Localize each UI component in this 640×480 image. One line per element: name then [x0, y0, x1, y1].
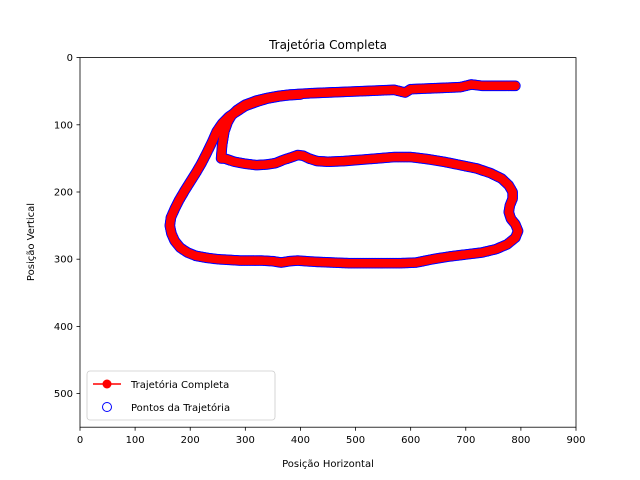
x-axis-ticks: 0 100 200 300 400 500 600 700 800 900 — [77, 427, 586, 446]
x-tick-label: 500 — [346, 435, 365, 446]
y-tick-label: 200 — [54, 188, 73, 199]
plot-frame — [79, 57, 577, 428]
chart-title: Trajetória Completa — [268, 38, 387, 52]
y-tick-label: 300 — [54, 255, 73, 266]
trajectory-marker — [296, 90, 305, 99]
x-tick-label: 900 — [566, 435, 585, 446]
legend-line-marker — [102, 379, 112, 389]
y-tick-label: 500 — [54, 389, 73, 400]
x-tick-label: 0 — [77, 435, 83, 446]
x-tick-label: 800 — [511, 435, 530, 446]
legend-box — [86, 370, 276, 421]
y-axis-label: Posição Vertical — [26, 203, 37, 281]
plot-area — [80, 57, 576, 428]
x-tick-label: 200 — [181, 435, 200, 446]
legend-label-trajectory: Trajetória Completa — [130, 379, 229, 391]
y-tick-label: 100 — [54, 120, 73, 131]
x-tick-label: 300 — [236, 435, 255, 446]
legend: Trajetória Completa Pontos da Trajetória — [86, 370, 276, 421]
x-tick-label: 700 — [456, 435, 475, 446]
y-tick-label: 0 — [67, 53, 73, 64]
legend-label-points: Pontos da Trajetória — [131, 402, 230, 414]
legend-scatter-marker — [102, 402, 112, 412]
y-axis-ticks: 0 100 200 300 400 500 — [54, 53, 80, 400]
x-tick-label: 600 — [401, 435, 420, 446]
y-tick-label: 400 — [54, 322, 73, 333]
x-tick-label: 100 — [126, 435, 145, 446]
x-tick-label: 400 — [291, 435, 310, 446]
trajectory-line-layer — [165, 80, 523, 268]
x-axis-label: Posição Horizontal — [282, 459, 374, 470]
